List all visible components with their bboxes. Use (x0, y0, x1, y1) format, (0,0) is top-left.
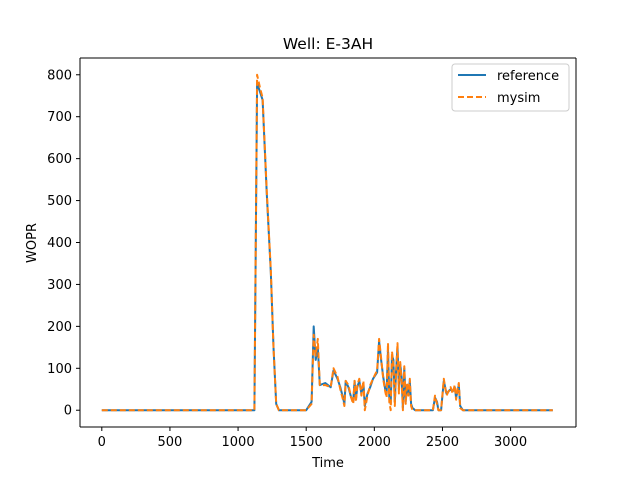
y-tick-label: 500 (47, 194, 72, 209)
y-tick-label: 0 (64, 404, 72, 419)
series-layer (101, 73, 553, 412)
x-tick-label: 2000 (358, 435, 391, 450)
chart-title: Well: E-3AH (283, 35, 373, 53)
legend-label-mysim: mysim (497, 91, 540, 106)
x-tick-label: 1000 (222, 435, 255, 450)
legend-label-reference: reference (497, 69, 559, 84)
y-tick-label: 100 (47, 362, 72, 377)
legend: reference mysim (451, 63, 570, 112)
y-tick-label: 200 (47, 320, 72, 335)
x-tick-label: 1500 (290, 435, 323, 450)
series-line-mysim (101, 73, 553, 412)
y-tick-label: 300 (47, 278, 72, 293)
y-tick-label: 600 (47, 152, 72, 167)
y-tick-label: 800 (47, 68, 72, 83)
x-axis-label: Time (311, 456, 344, 471)
y-tick-label: 400 (47, 236, 72, 251)
x-tick-label: 0 (98, 435, 106, 450)
y-axis-ticks: 0 100 200 300 400 500 600 700 800 (47, 68, 80, 419)
y-tick-label: 700 (47, 110, 72, 125)
plot-area (80, 58, 576, 427)
x-tick-label: 3000 (494, 435, 527, 450)
x-tick-label: 500 (158, 435, 183, 450)
x-axis-ticks: 0 500 1000 1500 2000 2500 3000 (98, 427, 527, 450)
y-axis-label: WOPR (25, 223, 40, 263)
x-tick-label: 2500 (426, 435, 459, 450)
